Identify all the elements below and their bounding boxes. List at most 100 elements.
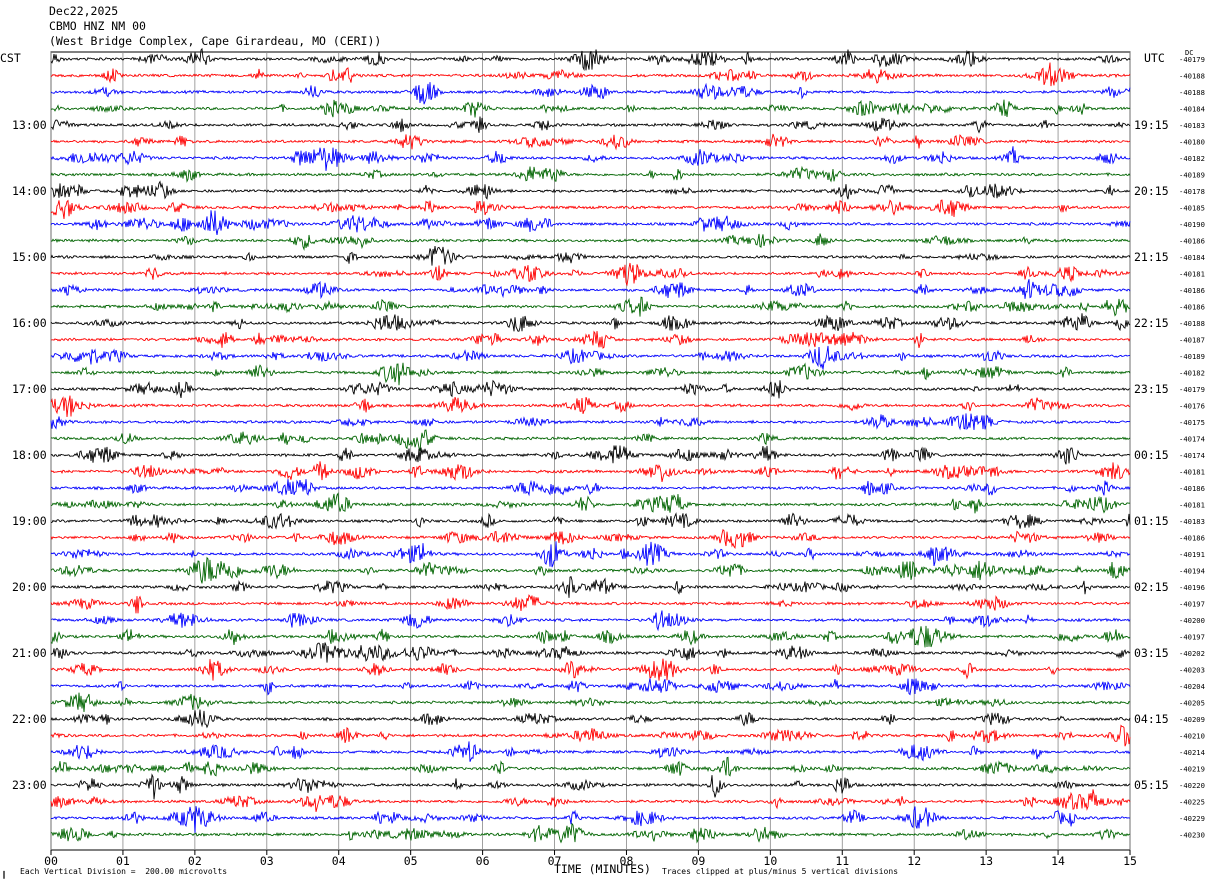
left-hour-label: 22:00	[12, 712, 47, 726]
scale-note: Each Vertical Division = 200.00 microvol…	[20, 867, 228, 876]
x-tick-label: 04	[332, 854, 346, 868]
trace-red	[50, 395, 1131, 418]
right-hour-label: 00:15	[1134, 448, 1169, 462]
dc-offset-label: -40197	[1179, 600, 1205, 609]
left-hour-label: 19:00	[12, 514, 47, 528]
dc-offset-label: -40181	[1179, 270, 1205, 279]
plot-date: Dec22,2025	[49, 4, 119, 18]
x-axis-title: TIME (MINUTES)	[554, 862, 651, 876]
trace-red	[50, 199, 1131, 219]
dc-offset-label: -40210	[1179, 732, 1205, 741]
dc-offset-label: -40186	[1179, 534, 1205, 543]
trace-blue	[50, 479, 1131, 497]
corner-mark-icon: ∥	[2, 870, 6, 879]
dc-offset-label: -40205	[1179, 699, 1205, 708]
trace-black	[51, 512, 1131, 530]
dc-offset-label: -40186	[1179, 303, 1205, 312]
dc-offset-label: -40188	[1179, 319, 1205, 328]
right-timezone-label: UTC	[1144, 51, 1165, 65]
dc-offset-label: -40188	[1179, 88, 1205, 97]
trace-green	[50, 296, 1131, 317]
trace-black	[50, 180, 1131, 200]
dc-offset-label: -40183	[1179, 517, 1205, 526]
trace-black	[50, 445, 1131, 465]
dc-offset-label: -40191	[1179, 550, 1205, 559]
trace-black	[50, 642, 1131, 663]
dc-offset-label: -40174	[1179, 435, 1205, 444]
dc-offset-label: -40181	[1179, 468, 1205, 477]
x-tick-label: 07	[548, 854, 562, 868]
trace-black	[50, 245, 1131, 266]
trace-red	[50, 262, 1131, 287]
right-hour-label: 05:15	[1134, 778, 1169, 792]
dc-offset-label: -40220	[1179, 781, 1205, 790]
left-hour-label: 17:00	[12, 382, 47, 396]
trace-green	[50, 556, 1131, 584]
left-hour-label: 16:00	[12, 316, 47, 330]
trace-red	[50, 789, 1131, 813]
trace-blue	[50, 678, 1131, 696]
station-location: (West Bridge Complex, Cape Girardeau, MO…	[49, 34, 382, 48]
trace-blue	[50, 541, 1131, 568]
plot-frame	[50, 51, 1131, 851]
x-tick-label: 14	[1051, 854, 1065, 868]
dc-offset-label: -40186	[1179, 237, 1205, 246]
dc-offset-label: -40178	[1179, 187, 1205, 196]
dc-offset-label: -40209	[1179, 715, 1205, 724]
trace-red	[50, 528, 1131, 549]
x-tick-label: 03	[260, 854, 274, 868]
trace-black	[50, 313, 1131, 332]
trace-blue	[50, 413, 1131, 431]
dc-offset-label: -40200	[1179, 616, 1205, 625]
trace-green	[50, 362, 1131, 386]
dc-offset-label: -40185	[1179, 204, 1205, 213]
trace-blue	[50, 806, 1131, 833]
trace-blue	[50, 345, 1131, 370]
x-tick-label: 05	[404, 854, 418, 868]
trace-blue	[50, 610, 1131, 632]
dc-offset-label: -40175	[1179, 418, 1205, 427]
trace-green	[50, 625, 1131, 648]
x-tick-label: 09	[691, 854, 705, 868]
left-hour-label: 13:00	[12, 118, 47, 132]
trace-black	[50, 379, 1131, 399]
dc-offset-label: -40230	[1179, 831, 1205, 840]
trace-red	[50, 461, 1131, 482]
dc-offset-label: -40182	[1179, 154, 1205, 163]
x-tick-label: 13	[979, 854, 993, 868]
trace-red	[50, 330, 1131, 349]
station-code: CBMO HNZ NM 00	[49, 19, 146, 33]
right-hour-label: 19:15	[1134, 118, 1169, 132]
dc-offset-label: -40176	[1179, 402, 1205, 411]
dc-offset-label: -40202	[1179, 649, 1205, 658]
clip-note: Traces clipped at plus/minus 5 vertical …	[662, 867, 899, 876]
x-tick-label: 15	[1123, 854, 1137, 868]
trace-blue	[50, 210, 1131, 235]
trace-red	[50, 133, 1131, 151]
left-timezone-label: CST	[0, 51, 21, 65]
dc-offset-label: -40182	[1179, 369, 1205, 378]
trace-green	[50, 822, 1131, 844]
x-tick-label: 08	[620, 854, 634, 868]
dc-offset-label: -40204	[1179, 682, 1205, 691]
x-tick-label: 10	[763, 854, 777, 868]
dc-offset-label: -40181	[1179, 501, 1205, 510]
dc-offset-label: -40179	[1179, 55, 1205, 64]
right-hour-label: 22:15	[1134, 316, 1169, 330]
trace-green	[50, 692, 1131, 713]
dc-offset-label: -40189	[1179, 171, 1205, 180]
trace-black	[50, 47, 1131, 72]
dc-offset-label: -40194	[1179, 567, 1205, 576]
right-hour-label: 21:15	[1134, 250, 1169, 264]
dc-offset-label: -40180	[1179, 138, 1205, 147]
trace-red	[50, 658, 1131, 681]
dc-offset-label: -40196	[1179, 583, 1205, 592]
trace-red	[50, 62, 1131, 87]
trace-blue	[50, 82, 1131, 105]
dc-offset-label: -40184	[1179, 253, 1205, 262]
trace-blue	[50, 741, 1131, 762]
dc-offset-label: -40183	[1179, 121, 1205, 130]
dc-label: DC	[1185, 49, 1194, 57]
right-hour-label: 20:15	[1134, 184, 1169, 198]
